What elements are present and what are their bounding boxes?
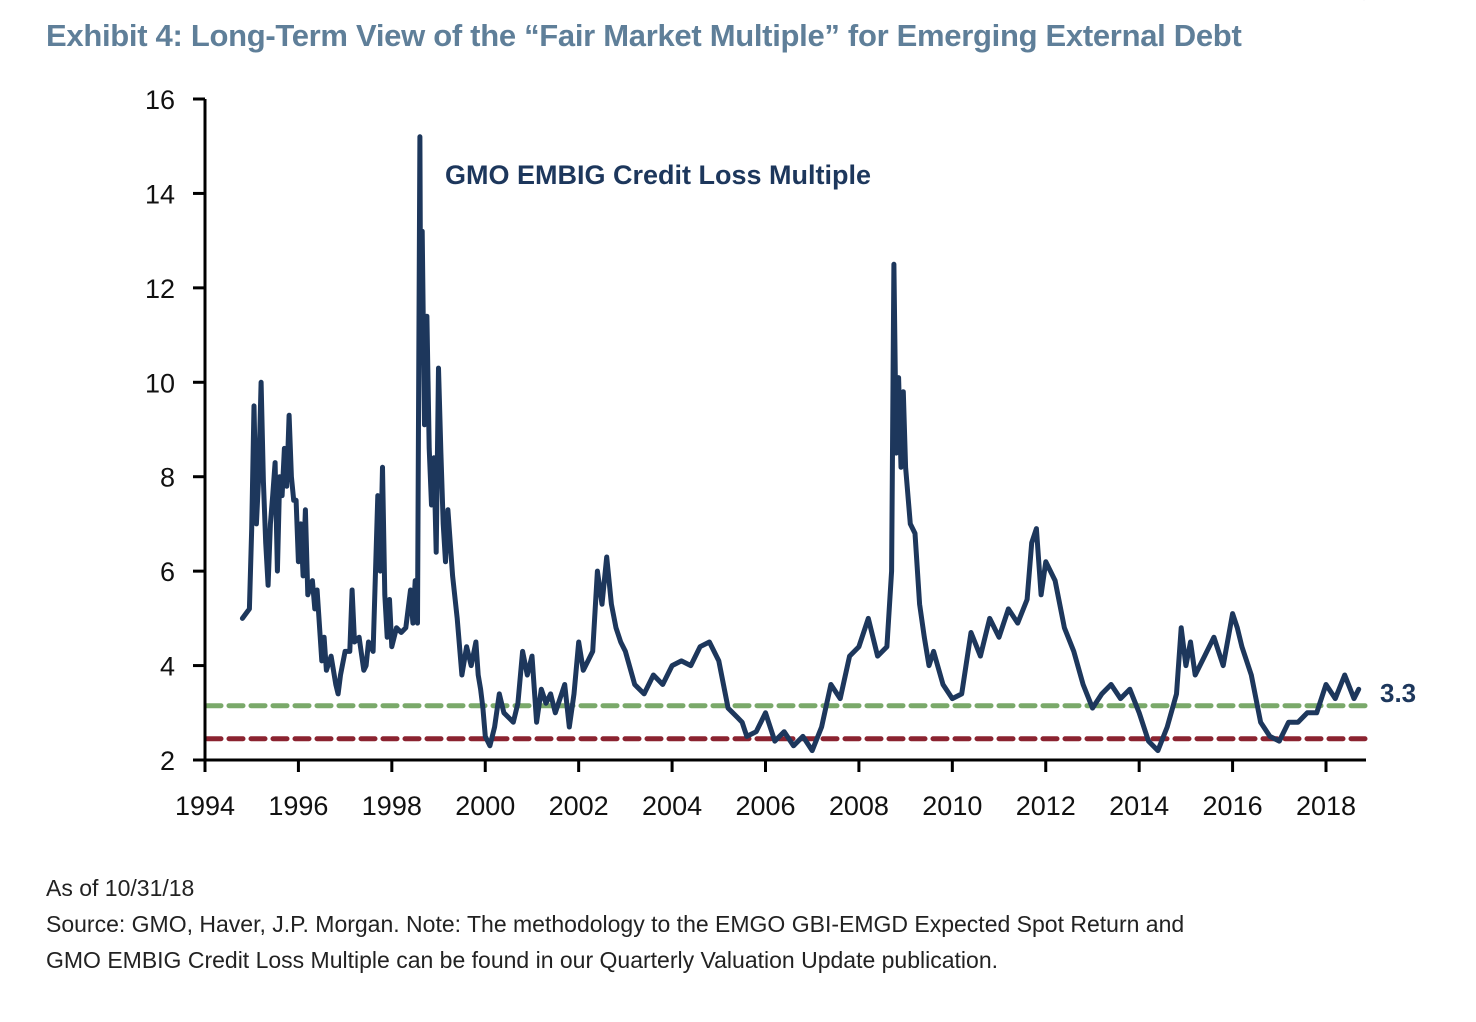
- y-tick-label: 2: [160, 746, 175, 776]
- y-tick-label: 12: [145, 274, 175, 304]
- latest-value-label: 3.3: [1380, 678, 1416, 708]
- footer-notes: As of 10/31/18 Source: GMO, Haver, J.P. …: [46, 870, 1184, 978]
- x-tick-label: 2000: [455, 791, 515, 821]
- series-annotation: GMO EMBIG Credit Loss Multiple: [445, 160, 871, 190]
- y-tick-label: 6: [160, 557, 175, 587]
- x-tick-label: 2004: [642, 791, 702, 821]
- series-group: [239, 0, 1365, 754]
- x-tick-label: 2010: [922, 791, 982, 821]
- x-tick-label: 2014: [1109, 791, 1169, 821]
- y-tick-label: 16: [145, 85, 175, 115]
- x-tick-label: 2006: [735, 791, 795, 821]
- source-note-line-2: GMO EMBIG Credit Loss Multiple can be fo…: [46, 947, 998, 973]
- series-line: [239, 134, 1362, 754]
- x-tick-label: 1994: [175, 791, 235, 821]
- x-tick-label: 2016: [1203, 791, 1263, 821]
- as-of-date: As of 10/31/18: [46, 875, 195, 901]
- y-tick-label: 14: [145, 179, 175, 209]
- y-tick-label: 4: [160, 652, 175, 682]
- source-note-line-1: Source: GMO, Haver, J.P. Morgan. Note: T…: [46, 911, 1185, 937]
- x-tick-label: 1998: [362, 791, 422, 821]
- x-tick-label: 2018: [1296, 791, 1356, 821]
- x-tick-label: 2008: [829, 791, 889, 821]
- chart-title: Exhibit 4: Long-Term View of the “Fair M…: [46, 18, 1242, 53]
- x-tick-label: 2002: [549, 791, 609, 821]
- y-tick-label: 10: [145, 368, 175, 398]
- axes: 2 4 6 8 10 12 14 16 1994 1996 1998 2000 2002 2004 2006…: [145, 85, 1366, 821]
- x-tick-label: 1996: [268, 791, 328, 821]
- x-tick-label: 2012: [1016, 791, 1076, 821]
- y-tick-label: 8: [160, 463, 175, 493]
